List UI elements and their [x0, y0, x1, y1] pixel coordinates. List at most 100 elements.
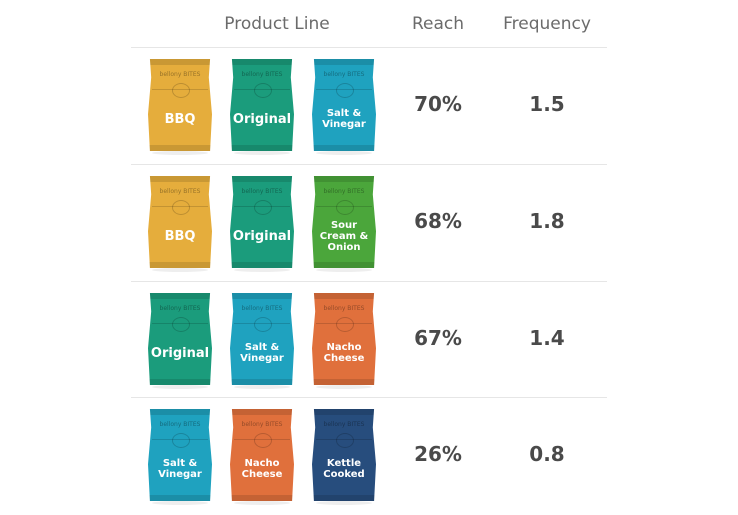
bag-crimp-bottom	[230, 379, 294, 385]
chip-bag: bellony BITES Original	[148, 293, 212, 389]
table-row: bellony BITES Original bellony BITES Salt &…	[131, 281, 607, 399]
bag-shadow	[152, 151, 208, 155]
bag-body: bellony BITES BBQ	[148, 59, 212, 151]
table-row: bellony BITES BBQ bellony BITES Original bel…	[131, 47, 607, 165]
bag-shadow	[234, 385, 290, 389]
brand-logo: bellony BITES	[159, 71, 201, 78]
bag-shadow	[316, 151, 372, 155]
flavor-label: Original	[150, 345, 210, 361]
chip-logo-icon	[172, 83, 190, 98]
bag-crimp-bottom	[312, 262, 376, 268]
chip-bag: bellony BITES Kettle Cooked	[312, 409, 376, 505]
bag-body: bellony BITES Nacho Cheese	[312, 293, 376, 385]
bag-body: bellony BITES Original	[148, 293, 212, 385]
bag-crimp-top	[148, 59, 212, 65]
table-row: bellony BITES Salt & Vinegar bellony BITES…	[131, 397, 607, 515]
flavor-label: Original	[232, 111, 292, 127]
bag-body: bellony BITES Salt & Vinegar	[148, 409, 212, 501]
flavor-label: Nacho Cheese	[241, 458, 283, 480]
chip-bag: bellony BITES Sour Cream & Onion	[312, 176, 376, 272]
bag-body: bellony BITES Kettle Cooked	[312, 409, 376, 501]
frequency-value: 1.8	[529, 209, 565, 233]
bag-crimp-top	[148, 176, 212, 182]
header-product-line: Product Line	[224, 14, 330, 34]
brand-logo: bellony BITES	[159, 305, 201, 312]
bag-crimp-top	[312, 176, 376, 182]
chip-logo-icon	[172, 433, 190, 448]
bag-shadow	[234, 151, 290, 155]
bag-crimp-bottom	[230, 145, 294, 151]
chip-logo-icon	[336, 83, 354, 98]
brand-logo: bellony BITES	[323, 421, 365, 428]
flavor-label: Kettle Cooked	[323, 458, 365, 480]
bag-body: bellony BITES Original	[230, 176, 294, 268]
chip-bag: bellony BITES Original	[230, 59, 294, 155]
flavor-label: Salt & Vinegar	[322, 108, 366, 130]
bag-crimp-top	[312, 59, 376, 65]
header-frequency: Frequency	[503, 14, 591, 34]
bag-shadow	[152, 501, 208, 505]
bag-crimp-bottom	[230, 495, 294, 501]
bag-shadow	[316, 501, 372, 505]
reach-value: 26%	[414, 442, 462, 466]
bag-shadow	[234, 268, 290, 272]
chip-bag: bellony BITES Salt & Vinegar	[312, 59, 376, 155]
bag-body: bellony BITES Salt & Vinegar	[230, 293, 294, 385]
flavor-label: Nacho Cheese	[323, 342, 365, 364]
chip-bag: bellony BITES Nacho Cheese	[312, 293, 376, 389]
chip-bag: bellony BITES BBQ	[148, 176, 212, 272]
chip-bag: bellony BITES Salt & Vinegar	[230, 293, 294, 389]
frequency-value: 1.4	[529, 326, 565, 350]
brand-logo: bellony BITES	[241, 188, 283, 195]
chip-bag: bellony BITES Original	[230, 176, 294, 272]
chip-bag: bellony BITES Nacho Cheese	[230, 409, 294, 505]
chip-logo-icon	[172, 200, 190, 215]
frequency-value: 1.5	[529, 92, 565, 116]
brand-logo: bellony BITES	[241, 421, 283, 428]
bag-crimp-top	[148, 409, 212, 415]
header-reach: Reach	[411, 14, 465, 34]
bag-body: bellony BITES Sour Cream & Onion	[312, 176, 376, 268]
flavor-label: Original	[232, 228, 292, 244]
bag-crimp-bottom	[148, 145, 212, 151]
flavor-label: BBQ	[164, 111, 196, 127]
bag-body: bellony BITES BBQ	[148, 176, 212, 268]
bag-crimp-bottom	[148, 379, 212, 385]
brand-logo: bellony BITES	[323, 71, 365, 78]
bag-body: bellony BITES Nacho Cheese	[230, 409, 294, 501]
table-row: bellony BITES BBQ bellony BITES Original bel…	[131, 164, 607, 282]
reach-value: 67%	[414, 326, 462, 350]
chip-bag: bellony BITES BBQ	[148, 59, 212, 155]
bag-crimp-top	[230, 409, 294, 415]
bag-crimp-bottom	[148, 495, 212, 501]
bag-crimp-top	[312, 409, 376, 415]
bag-body: bellony BITES Original	[230, 59, 294, 151]
brand-logo: bellony BITES	[323, 188, 365, 195]
brand-logo: bellony BITES	[323, 305, 365, 312]
bag-crimp-top	[148, 293, 212, 299]
flavor-label: BBQ	[164, 228, 196, 244]
bag-shadow	[316, 268, 372, 272]
bag-crimp-top	[230, 59, 294, 65]
chip-bag: bellony BITES Salt & Vinegar	[148, 409, 212, 505]
frequency-value: 0.8	[529, 442, 565, 466]
flavor-label: Salt & Vinegar	[240, 342, 284, 364]
bag-body: bellony BITES Salt & Vinegar	[312, 59, 376, 151]
chip-logo-icon	[254, 200, 272, 215]
bag-crimp-top	[312, 293, 376, 299]
chip-logo-icon	[336, 200, 354, 215]
brand-logo: bellony BITES	[159, 188, 201, 195]
bag-crimp-bottom	[312, 379, 376, 385]
bag-shadow	[152, 385, 208, 389]
chip-logo-icon	[254, 317, 272, 332]
brand-logo: bellony BITES	[241, 71, 283, 78]
flavor-label: Sour Cream & Onion	[319, 219, 369, 253]
bag-shadow	[234, 501, 290, 505]
chip-logo-icon	[172, 317, 190, 332]
chip-logo-icon	[254, 83, 272, 98]
chip-logo-icon	[336, 317, 354, 332]
chip-logo-icon	[254, 433, 272, 448]
bag-crimp-bottom	[230, 262, 294, 268]
bag-crimp-bottom	[148, 262, 212, 268]
reach-value: 70%	[414, 92, 462, 116]
